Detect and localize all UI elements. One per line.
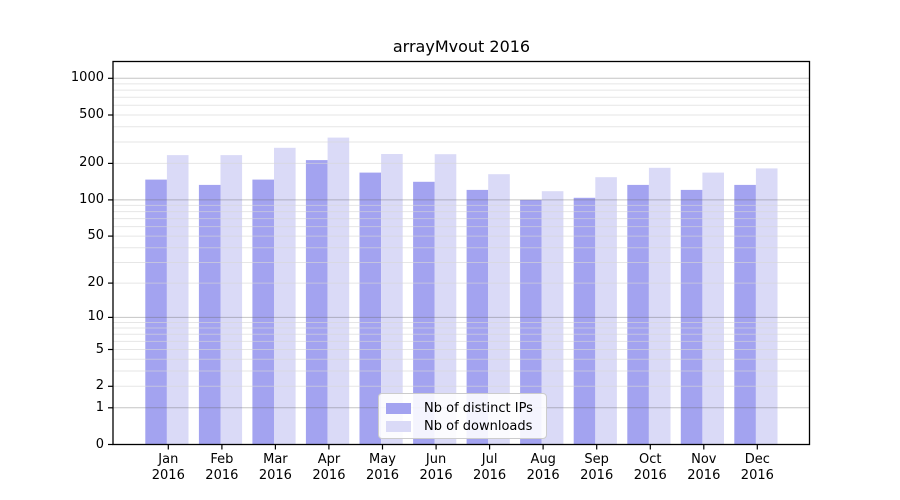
x-tick-year: 2016 bbox=[687, 467, 721, 483]
x-tick-label-mar: Mar 2016 bbox=[248, 452, 302, 484]
y-tick-label: 0 bbox=[95, 436, 104, 452]
x-tick-year: 2016 bbox=[740, 467, 774, 483]
y-tick-label: 5 bbox=[95, 341, 104, 357]
y-tick-label: 1 bbox=[95, 399, 104, 415]
x-tick-label-nov: Nov 2016 bbox=[677, 452, 731, 484]
x-tick-label-may: May 2016 bbox=[356, 452, 410, 484]
x-tick-year: 2016 bbox=[633, 467, 667, 483]
legend-label-downloads: Nb of downloads bbox=[424, 418, 533, 434]
x-tick-month: Nov bbox=[691, 451, 717, 467]
bar-downloads-sep bbox=[595, 177, 617, 445]
x-tick-year: 2016 bbox=[419, 467, 453, 483]
x-tick-month: Apr bbox=[317, 451, 341, 467]
bar-downloads-apr bbox=[327, 137, 350, 445]
x-tick-year: 2016 bbox=[312, 467, 346, 483]
bar-downloads-feb bbox=[220, 155, 243, 445]
y-tick-label: 20 bbox=[87, 275, 104, 291]
x-tick-label-jun: Jun 2016 bbox=[409, 452, 463, 484]
y-tick-label: 10 bbox=[87, 309, 104, 325]
plot-frame bbox=[112, 60, 811, 446]
bar-distinct-ips-oct bbox=[627, 184, 649, 445]
bar-distinct-ips-feb bbox=[198, 184, 221, 445]
legend-swatch-downloads bbox=[386, 420, 411, 432]
y-tick-label: 1000 bbox=[70, 70, 104, 86]
x-tick-label-sep: Sep 2016 bbox=[570, 452, 624, 484]
x-tick-label-dec: Dec 2016 bbox=[730, 452, 784, 484]
x-tick-month: Jul bbox=[481, 451, 498, 467]
y-tick-label: 100 bbox=[79, 191, 104, 207]
x-tick-month: May bbox=[369, 451, 396, 467]
x-tick-month: Aug bbox=[530, 451, 556, 467]
bar-downloads-nov bbox=[702, 172, 724, 445]
x-tick-month: Mar bbox=[263, 451, 288, 467]
x-tick-year: 2016 bbox=[258, 467, 292, 483]
x-tick-label-aug: Aug 2016 bbox=[516, 452, 570, 484]
bar-downloads-mar bbox=[274, 147, 296, 445]
x-tick-month: Feb bbox=[210, 451, 234, 467]
x-tick-label-jul: Jul 2016 bbox=[463, 452, 517, 484]
y-tick-label: 200 bbox=[79, 155, 104, 171]
bar-downloads-jul bbox=[488, 174, 510, 445]
x-tick-label-jan: Jan 2016 bbox=[141, 452, 195, 484]
bars-layer bbox=[145, 137, 778, 445]
x-tick-month: Jan bbox=[158, 451, 179, 467]
x-tick-label-apr: Apr 2016 bbox=[302, 452, 356, 484]
chart-title: arrayMvout 2016 bbox=[392, 37, 531, 56]
y-tick-label: 500 bbox=[79, 106, 104, 122]
bar-downloads-oct bbox=[648, 167, 671, 445]
x-tick-year: 2016 bbox=[205, 467, 239, 483]
legend: Nb of distinct IPs Nb of downloads bbox=[378, 393, 547, 439]
bar-distinct-ips-sep bbox=[573, 197, 596, 445]
x-tick-month: Jun bbox=[425, 451, 447, 467]
grid-layer bbox=[113, 77, 810, 409]
x-tick-label-feb: Feb 2016 bbox=[195, 452, 249, 484]
legend-row: Nb of distinct IPs bbox=[386, 399, 546, 417]
x-tick-year: 2016 bbox=[580, 467, 614, 483]
legend-label-distinct-ips: Nb of distinct IPs bbox=[424, 400, 533, 416]
bar-distinct-ips-mar bbox=[252, 179, 274, 445]
bar-distinct-ips-jul bbox=[466, 189, 489, 445]
x-tick-label-oct: Oct 2016 bbox=[623, 452, 677, 484]
y-tick-label: 2 bbox=[95, 378, 104, 394]
x-tick-month: Oct bbox=[639, 451, 662, 467]
bar-distinct-ips-apr bbox=[305, 160, 328, 445]
bar-downloads-dec bbox=[755, 168, 778, 445]
y-tick-label: 50 bbox=[87, 228, 104, 244]
bar-downloads-aug bbox=[541, 191, 564, 445]
x-tick-month: Dec bbox=[744, 451, 770, 467]
x-tick-year: 2016 bbox=[526, 467, 560, 483]
bar-distinct-ips-dec bbox=[734, 184, 756, 445]
x-tick-year: 2016 bbox=[365, 467, 400, 483]
bar-distinct-ips-may bbox=[359, 172, 382, 445]
bar-distinct-ips-jan bbox=[145, 179, 167, 445]
tick-marks bbox=[108, 77, 758, 450]
x-tick-year: 2016 bbox=[473, 467, 507, 483]
plot-border bbox=[112, 60, 811, 446]
legend-swatch-distinct-ips bbox=[386, 402, 411, 414]
bar-distinct-ips-nov bbox=[680, 189, 703, 445]
legend-row: Nb of downloads bbox=[386, 417, 546, 435]
bar-downloads-jan bbox=[166, 155, 189, 445]
x-tick-month: Sep bbox=[584, 451, 609, 467]
x-tick-year: 2016 bbox=[151, 467, 185, 483]
